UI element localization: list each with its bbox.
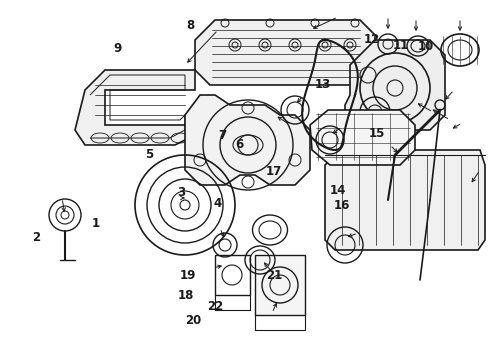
Polygon shape [309,110,414,165]
Text: 1: 1 [91,217,99,230]
Text: 2: 2 [33,231,41,244]
Polygon shape [195,20,374,85]
Text: 7: 7 [218,129,226,141]
Bar [215,255,249,295]
Text: 11: 11 [392,39,408,51]
Text: 10: 10 [416,40,433,53]
Text: 16: 16 [333,199,350,212]
Polygon shape [345,40,444,145]
Text: 21: 21 [265,269,282,282]
Bar [254,255,305,315]
Text: 17: 17 [265,165,282,177]
Text: 5: 5 [145,148,153,161]
Text: 8: 8 [186,19,194,32]
Text: 6: 6 [235,138,243,150]
Text: 9: 9 [113,42,121,55]
Text: 4: 4 [213,197,221,210]
Text: 18: 18 [177,289,194,302]
Text: 22: 22 [206,300,223,312]
Text: 3: 3 [177,186,184,199]
Polygon shape [75,70,195,145]
Text: 20: 20 [184,314,201,327]
Polygon shape [184,95,309,185]
Text: 13: 13 [314,78,330,91]
Polygon shape [325,150,484,250]
Text: 14: 14 [328,184,345,197]
Text: 12: 12 [363,33,379,46]
Text: 19: 19 [180,269,196,282]
Text: 15: 15 [367,127,384,140]
